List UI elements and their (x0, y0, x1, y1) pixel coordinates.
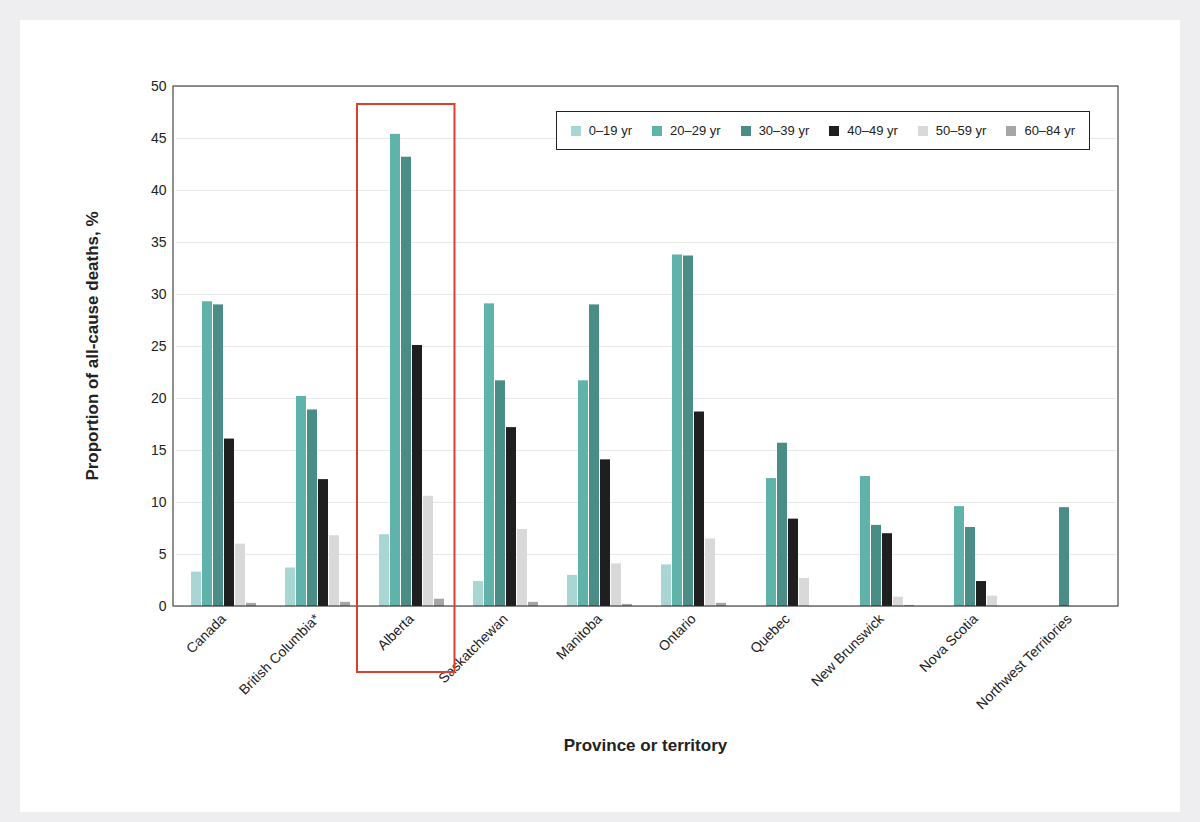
svg-text:Manitoba: Manitoba (553, 610, 605, 662)
html-text:0–19 yr: 0–19 yr (588, 123, 632, 138)
svg-text:Saskatchewan: Saskatchewan (435, 610, 511, 686)
html-text:50–59 yr: 50–59 yr (935, 123, 987, 138)
svg-text:40: 40 (151, 182, 167, 198)
html-text:30–39 yr: 30–39 yr (758, 123, 810, 138)
svg-text:Ontario: Ontario (655, 610, 699, 654)
svg-text:35: 35 (151, 234, 167, 250)
svg-text:10: 10 (151, 494, 167, 510)
svg-text:New Brunswick: New Brunswick (808, 610, 888, 690)
svg-text:20: 20 (151, 390, 167, 406)
svg-text:5: 5 (159, 546, 167, 562)
svg-text:15: 15 (151, 442, 167, 458)
svg-text:Nova Scotia: Nova Scotia (916, 610, 981, 675)
svg-text:Proportion of all-cause deaths: Proportion of all-cause deaths, % (83, 211, 102, 480)
html-text:60–84 yr: 60–84 yr (1024, 123, 1075, 138)
svg-text:British Columbia*: British Columbia* (236, 610, 324, 698)
svg-text:50: 50 (151, 78, 167, 94)
svg-text:Province or territory: Province or territory (564, 736, 728, 755)
svg-text:Northwest Territories: Northwest Territories (973, 610, 1075, 712)
svg-text:45: 45 (151, 130, 167, 146)
svg-text:0: 0 (159, 598, 167, 614)
svg-text:Canada: Canada (183, 610, 229, 656)
html-text:40–49 yr: 40–49 yr (847, 123, 898, 138)
svg-text:Alberta: Alberta (374, 610, 417, 653)
html-text:20–29 yr: 20–29 yr (670, 123, 721, 138)
svg-text:25: 25 (151, 338, 167, 354)
svg-text:30: 30 (151, 286, 167, 302)
svg-text:Quebec: Quebec (747, 610, 793, 656)
